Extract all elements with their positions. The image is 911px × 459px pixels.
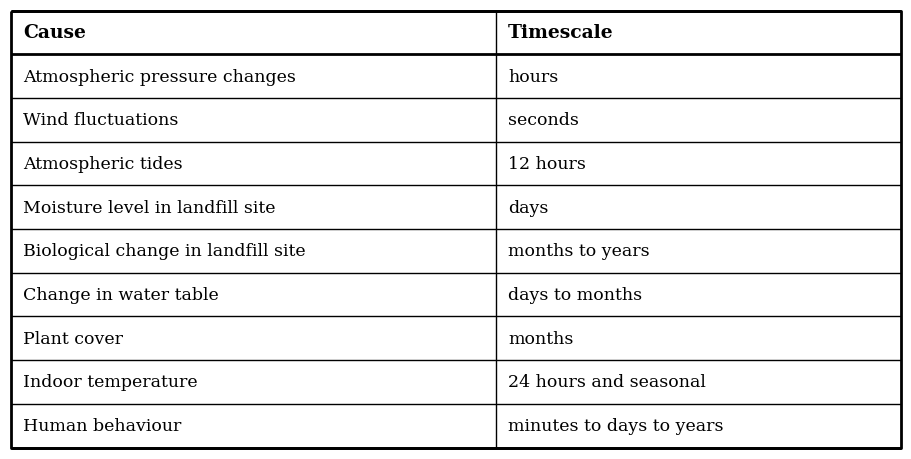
Text: Human behaviour: Human behaviour <box>23 417 181 434</box>
Text: 24 hours and seasonal: 24 hours and seasonal <box>507 374 705 391</box>
Text: Plant cover: Plant cover <box>23 330 123 347</box>
Text: seconds: seconds <box>507 112 578 129</box>
Text: days to months: days to months <box>507 286 641 303</box>
Text: Atmospheric pressure changes: Atmospheric pressure changes <box>23 68 295 85</box>
Text: months to years: months to years <box>507 243 649 260</box>
Text: Biological change in landfill site: Biological change in landfill site <box>23 243 305 260</box>
Text: Wind fluctuations: Wind fluctuations <box>23 112 178 129</box>
Text: minutes to days to years: minutes to days to years <box>507 417 722 434</box>
Text: Moisture level in landfill site: Moisture level in landfill site <box>23 199 275 216</box>
Text: Atmospheric tides: Atmospheric tides <box>23 156 182 173</box>
Text: days: days <box>507 199 548 216</box>
Text: Cause: Cause <box>23 24 86 42</box>
Text: months: months <box>507 330 573 347</box>
Text: Change in water table: Change in water table <box>23 286 219 303</box>
Text: 12 hours: 12 hours <box>507 156 585 173</box>
Text: hours: hours <box>507 68 558 85</box>
Text: Timescale: Timescale <box>507 24 613 42</box>
Text: Indoor temperature: Indoor temperature <box>23 374 197 391</box>
